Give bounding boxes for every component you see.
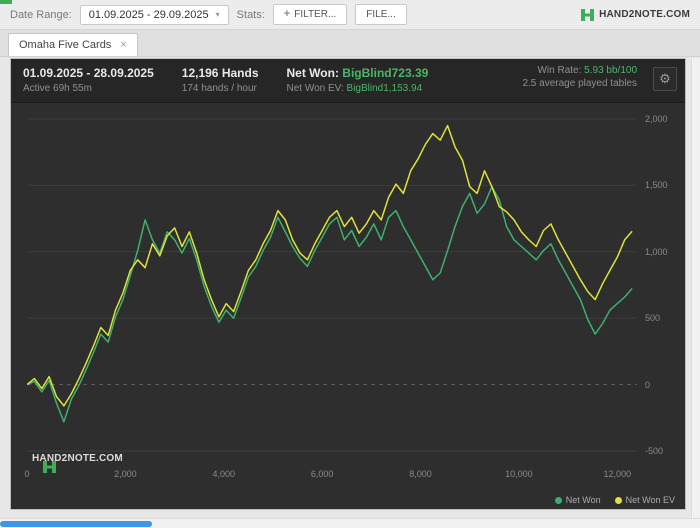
horizontal-scrollbar[interactable]: [0, 518, 700, 528]
window-accent: [0, 0, 12, 4]
x-axis-tick: 0: [24, 469, 30, 479]
watermark-text: HAND2NOTE.COM: [32, 453, 123, 464]
y-axis-tick: 1,000: [645, 246, 668, 257]
brand-logo: HAND2NOTE.COM: [581, 8, 690, 21]
x-axis-tick: 8,000: [409, 469, 432, 479]
win-rate-value: 5.93 bb/100: [584, 65, 637, 76]
net-won-ev-value: BigBlind1,153.94: [346, 83, 423, 94]
results-panel: 01.09.2025 - 28.09.2025 Active 69h 55m 1…: [10, 58, 686, 510]
legend-item-net-won: Net Won: [554, 495, 601, 505]
horizontal-scrollbar-thumb[interactable]: [0, 521, 152, 527]
tab-bar: Omaha Five Cards ×: [0, 30, 700, 57]
x-axis-tick: 2,000: [114, 469, 137, 479]
legend-label: Net Won: [565, 495, 601, 505]
gear-icon[interactable]: ⚙: [653, 67, 677, 91]
y-axis-tick: 1,500: [645, 180, 668, 191]
net-won-ev-label: Net Won EV:: [286, 83, 344, 94]
stat-active-time: Active 69h 55m: [23, 83, 92, 94]
chart-watermark: HAND2NOTE.COM: [27, 453, 123, 473]
hand2note-icon: [581, 8, 595, 21]
legend-label: Net Won EV: [625, 495, 675, 505]
stat-hands-count: 12,196 Hands: [181, 66, 259, 80]
win-rate-label: Win Rate:: [537, 65, 582, 76]
stat-net-won: Net Won: BigBlind723.39 Net Won EV: BigB…: [287, 64, 429, 97]
chart-legend: Net Won Net Won EV: [554, 495, 675, 505]
y-axis-tick: -500: [645, 446, 664, 457]
vertical-scrollbar[interactable]: [691, 58, 700, 519]
brand-text: HAND2NOTE.COM: [599, 9, 690, 20]
stat-win-rate: Win Rate: 5.93 bb/100 2.5 average played…: [522, 64, 637, 97]
stat-date: 01.09.2025 - 28.09.2025 Active 69h 55m: [23, 64, 154, 97]
legend-dot-icon: [554, 496, 562, 504]
tab-omaha-five-cards[interactable]: Omaha Five Cards ×: [8, 33, 138, 56]
legend-item-net-won-ev: Net Won EV: [614, 495, 675, 505]
stat-date-range: 01.09.2025 - 28.09.2025: [23, 66, 154, 80]
y-axis-tick: 500: [645, 313, 661, 324]
line-net-won: [27, 185, 633, 423]
date-range-label: Date Range:: [10, 8, 72, 21]
line-net-won-ev: [27, 124, 633, 407]
stats-header: 01.09.2025 - 28.09.2025 Active 69h 55m 1…: [11, 59, 685, 103]
legend-dot-icon: [614, 496, 622, 504]
filter-button[interactable]: + FILTER...: [272, 4, 348, 25]
chevron-down-icon: ▾: [215, 9, 220, 19]
stat-hands-per-hour: 174 hands / hour: [181, 83, 257, 94]
date-range-selector[interactable]: 01.09.2025 - 29.09.2025 ▾: [79, 4, 229, 25]
x-axis-tick: 12,000: [603, 469, 632, 479]
x-axis-tick: 10,000: [505, 469, 533, 479]
filter-button-label: FILTER...: [294, 9, 337, 20]
x-axis-tick: 4,000: [212, 469, 236, 479]
y-axis-tick: 0: [645, 379, 651, 390]
y-axis-tick: 2,000: [645, 113, 668, 124]
stat-hands: 12,196 Hands 174 hands / hour: [182, 64, 259, 97]
stat-net-won-row: Net Won: BigBlind723.39: [287, 64, 429, 82]
avg-tables: 2.5 average played tables: [522, 78, 637, 89]
date-range-value: 01.09.2025 - 29.09.2025: [88, 8, 209, 21]
stats-label: Stats:: [236, 8, 265, 21]
stat-net-won-ev-row: Net Won EV: BigBlind1,153.94: [287, 82, 429, 95]
file-button-label: FILE...: [366, 9, 396, 20]
net-won-label: Net Won:: [286, 66, 339, 80]
chart-plot[interactable]: [27, 111, 637, 459]
file-button[interactable]: FILE...: [355, 4, 407, 25]
net-won-value: BigBlind723.39: [342, 66, 429, 80]
tab-label: Omaha Five Cards: [19, 39, 112, 51]
x-axis-tick: 6,000: [310, 469, 334, 479]
toolbar: Date Range: 01.09.2025 - 29.09.2025 ▾ St…: [0, 0, 700, 30]
win-rate-row: Win Rate: 5.93 bb/100: [522, 64, 637, 77]
chart-area[interactable]: HAND2NOTE.COM Net Won Net Won EV 2,000 1,5…: [11, 103, 685, 509]
close-icon[interactable]: ×: [120, 38, 127, 51]
plus-icon: +: [283, 8, 291, 20]
